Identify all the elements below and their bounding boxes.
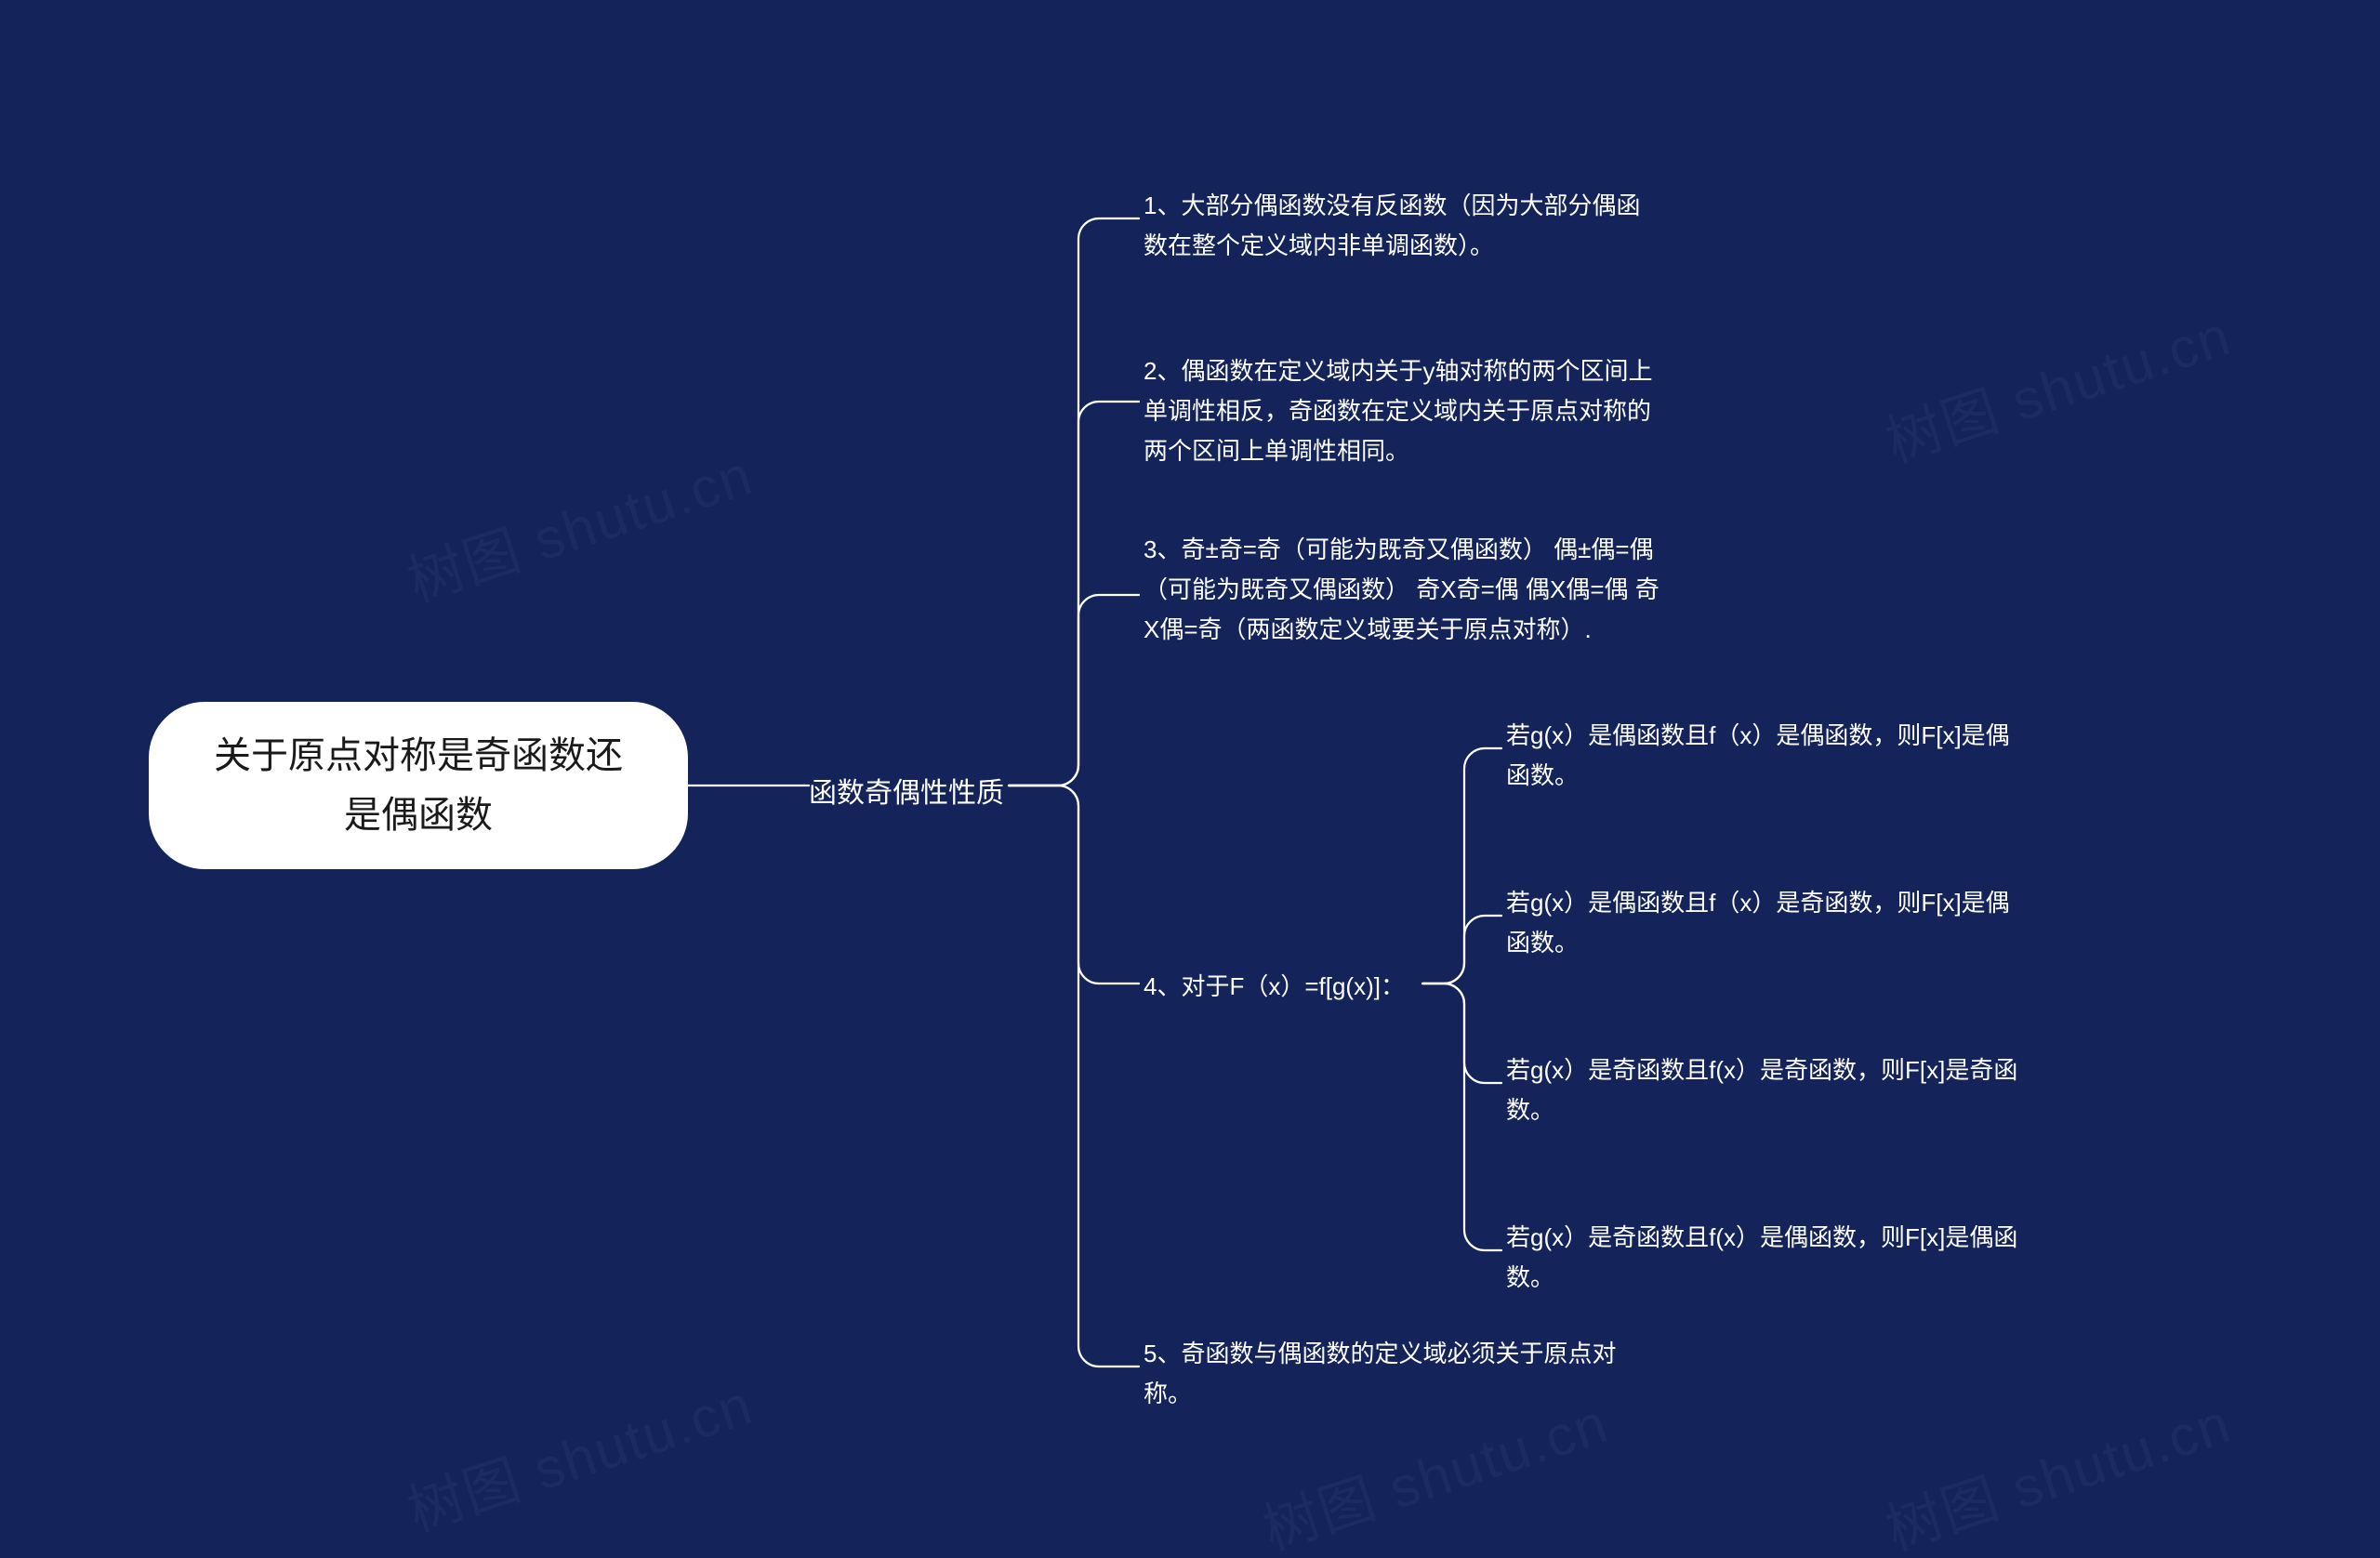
root-line2: 是偶函数 bbox=[344, 786, 493, 845]
l3-item-2: 若g(x）是偶函数且f（x）是奇函数，则F[x]是偶函数。 bbox=[1506, 883, 2027, 963]
l2-item-1: 1、大部分偶函数没有反函数（因为大部分偶函数在整个定义域内非单调函数）。 bbox=[1144, 186, 1664, 266]
root-node: 关于原点对称是奇函数还 是偶函数 bbox=[149, 702, 688, 869]
l3-item-4: 若g(x）是奇函数且f(x）是偶函数，则F[x]是偶函数。 bbox=[1506, 1218, 2027, 1298]
watermark: 树图 shutu.cn bbox=[1874, 291, 2241, 479]
root-line1: 关于原点对称是奇函数还 bbox=[214, 726, 623, 786]
l3-item-3: 若g(x）是奇函数且f(x）是奇函数，则F[x]是奇函数。 bbox=[1506, 1050, 2027, 1130]
l2-item-4: 4、对于F（x）=f[g(x)]： bbox=[1144, 967, 1405, 1007]
watermark: 树图 shutu.cn bbox=[396, 430, 762, 618]
l3-item-1: 若g(x）是偶函数且f（x）是偶函数，则F[x]是偶函数。 bbox=[1506, 716, 2027, 796]
watermark: 树图 shutu.cn bbox=[1874, 1379, 2241, 1558]
l2-item-2: 2、偶函数在定义域内关于y轴对称的两个区间上单调性相反，奇函数在定义域内关于原点… bbox=[1144, 351, 1664, 471]
watermark: 树图 shutu.cn bbox=[396, 1360, 762, 1548]
level1-label: 函数奇偶性性质 bbox=[809, 770, 1004, 811]
l2-item-5: 5、奇函数与偶函数的定义域必须关于原点对称。 bbox=[1144, 1334, 1664, 1414]
l2-item-3: 3、奇±奇=奇（可能为既奇又偶函数） 偶±偶=偶（可能为既奇又偶函数） 奇X奇=… bbox=[1144, 530, 1664, 650]
